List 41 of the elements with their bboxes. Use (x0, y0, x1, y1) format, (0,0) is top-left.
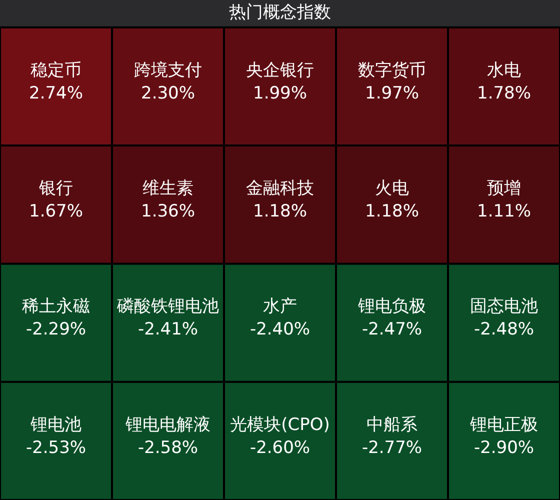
category-label: 预增 (487, 178, 521, 199)
data-label: 1.78% (476, 83, 532, 104)
category-label: 锂电池 (30, 414, 82, 435)
text: 热门概念指数 (229, 2, 331, 23)
data-label: 1.11% (476, 202, 532, 222)
category-label: 磷酸铁锂电池 (116, 296, 219, 317)
category-label: 锂电电解液 (124, 414, 210, 435)
data-label: -2.77% (362, 438, 422, 458)
data-label: 1.99% (252, 83, 308, 104)
category-label: 数字货币 (358, 60, 426, 80)
data-label: 1.18% (364, 202, 420, 222)
category-label: 稀土永磁 (22, 296, 90, 317)
category-label: 金融科技 (246, 178, 314, 199)
category-label: 稳定币 (30, 60, 82, 80)
category-label: 央企银行 (246, 60, 314, 80)
data-label: -2.58% (138, 438, 198, 458)
data-label: 2.30% (140, 83, 196, 104)
category-label: 跨境支付 (134, 60, 202, 80)
category-label: 维生素 (142, 178, 194, 199)
data-label: -2.90% (474, 438, 534, 458)
data-label: 1.97% (364, 83, 420, 104)
data-label: -2.53% (26, 438, 86, 458)
category-label: 锂电负极 (357, 296, 426, 317)
data-label: 1.36% (140, 202, 196, 222)
data-label: -2.47% (362, 320, 422, 340)
data-label: -2.41% (138, 320, 198, 340)
category-label: 固态电池 (470, 296, 538, 317)
category-label: 中船系 (366, 414, 418, 435)
data-label: 2.74% (28, 83, 84, 104)
data-label: 1.67% (28, 202, 84, 222)
category-label: 水电 (487, 60, 521, 80)
category-label: 银行 (38, 178, 73, 199)
category-label: 火电 (375, 178, 409, 199)
data-label: 1.18% (252, 202, 308, 222)
category-label: 水产 (263, 296, 297, 317)
category-label: 光模块(CPO) (230, 414, 330, 435)
data-label: -2.60% (250, 438, 310, 458)
data-label: -2.29% (26, 320, 86, 340)
category-label: 锂电正极 (469, 414, 538, 435)
data-label: -2.48% (474, 320, 534, 340)
data-label: -2.40% (250, 320, 310, 340)
